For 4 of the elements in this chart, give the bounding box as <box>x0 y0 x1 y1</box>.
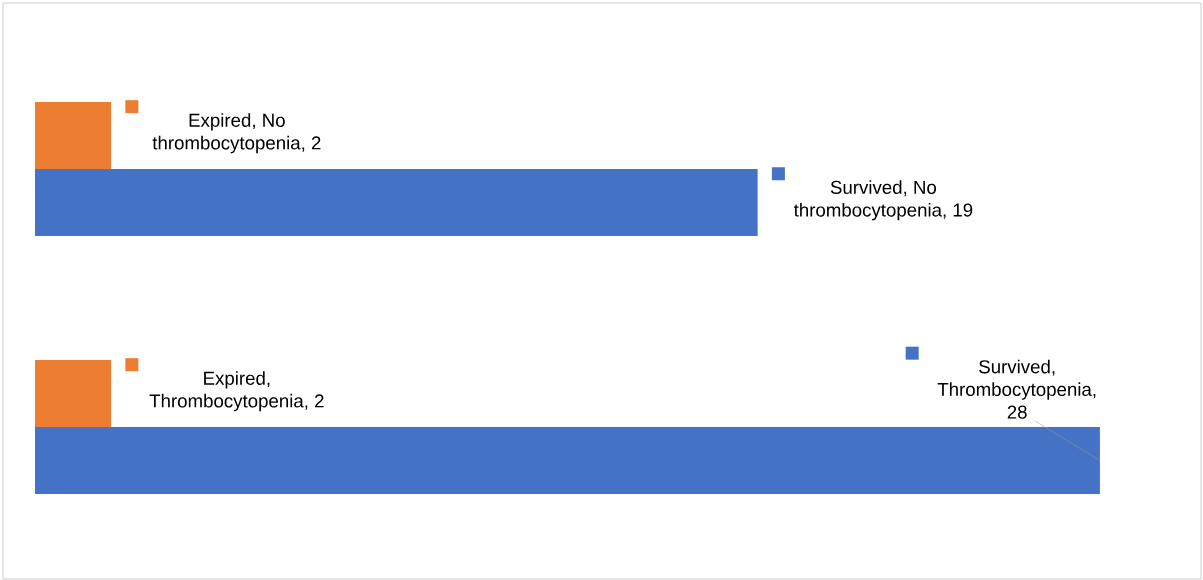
data-label: Expired, No thrombocytopenia, 2 <box>152 113 321 154</box>
data-label: Survived, No thrombocytopenia, 19 <box>793 180 973 221</box>
data-label: Expired, Thrombocytopenia, 2 <box>149 371 324 412</box>
data-label: Survived, Thrombocytopenia, 28 <box>937 359 1096 419</box>
